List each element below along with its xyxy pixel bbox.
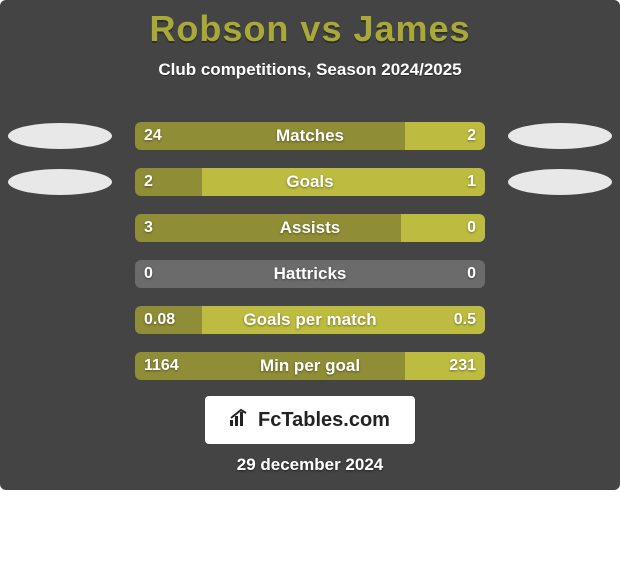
value-left: 1164: [144, 352, 179, 380]
value-left: 0: [144, 260, 153, 288]
value-right: 2: [467, 122, 476, 150]
comparison-card: Robson vs James Club competitions, Seaso…: [0, 0, 620, 490]
value-left: 0.08: [144, 306, 175, 334]
value-right: 0: [467, 214, 476, 242]
bar-left: [135, 214, 401, 242]
stat-row: 21Goals: [0, 168, 620, 196]
stat-row: 1164231Min per goal: [0, 352, 620, 380]
value-left: 24: [144, 122, 162, 150]
page-title: Robson vs James: [0, 8, 620, 50]
brand-text: FcTables.com: [258, 409, 390, 432]
bar-track: [135, 352, 485, 380]
bar-track: [135, 306, 485, 334]
brand-badge[interactable]: FcTables.com: [205, 396, 415, 444]
value-left: 3: [144, 214, 153, 242]
bar-track: [135, 214, 485, 242]
value-right: 0: [467, 260, 476, 288]
value-right: 0.5: [454, 306, 476, 334]
player-right-icon: [508, 169, 612, 195]
player-right-icon: [508, 123, 612, 149]
stat-row: 30Assists: [0, 214, 620, 242]
bar-left: [135, 122, 405, 150]
stat-row: 0.080.5Goals per match: [0, 306, 620, 334]
value-left: 2: [144, 168, 153, 196]
stat-row: 242Matches: [0, 122, 620, 150]
player-left-icon: [8, 123, 112, 149]
stat-row: 00Hattricks: [0, 260, 620, 288]
bar-right: [202, 168, 486, 196]
bar-right: [202, 306, 486, 334]
brand-icon: [230, 408, 252, 432]
bar-track: [135, 260, 485, 288]
bar-track: [135, 168, 485, 196]
value-right: 1: [467, 168, 476, 196]
date-text: 29 december 2024: [0, 455, 620, 475]
value-right: 231: [449, 352, 476, 380]
bar-track: [135, 122, 485, 150]
chart-area: 242Matches21Goals30Assists00Hattricks0.0…: [0, 122, 620, 398]
player-left-icon: [8, 169, 112, 195]
subtitle: Club competitions, Season 2024/2025: [0, 60, 620, 80]
